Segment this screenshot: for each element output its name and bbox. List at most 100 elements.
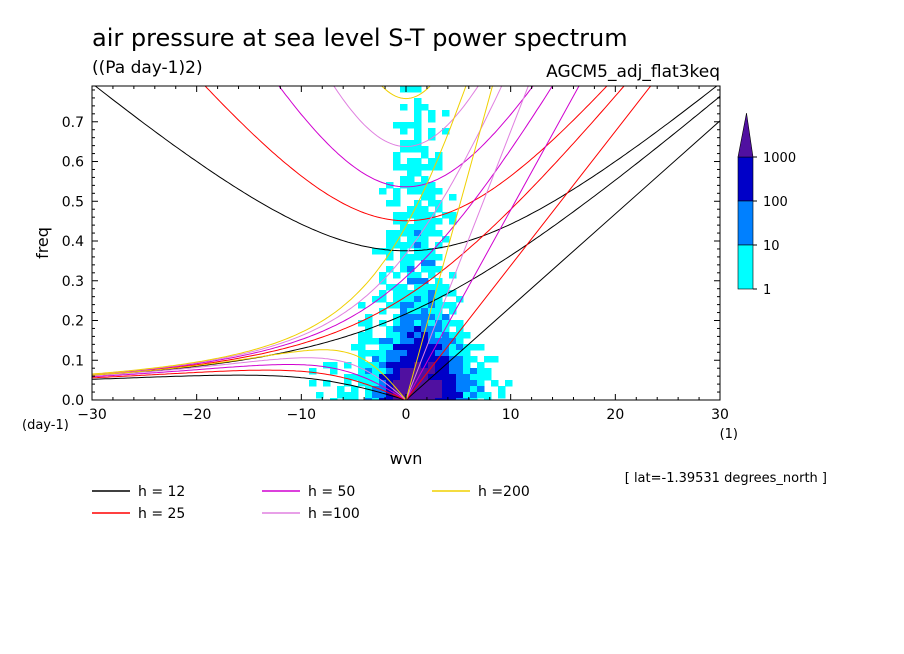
heat-cell	[421, 350, 429, 357]
heat-cell	[414, 374, 422, 381]
heat-cell	[414, 278, 422, 285]
heat-cell	[442, 284, 450, 291]
heat-cell	[407, 182, 415, 189]
heat-cell	[414, 296, 422, 303]
heat-cell	[449, 302, 457, 309]
heat-cell	[414, 116, 422, 123]
heat-cell	[428, 116, 436, 123]
x-tick-label: 30	[711, 407, 729, 423]
heat-cell	[344, 374, 352, 381]
heat-cell	[414, 158, 422, 165]
heat-cell	[442, 386, 450, 393]
heat-cell	[477, 380, 485, 387]
heat-cell	[435, 356, 443, 363]
heat-cell	[365, 362, 373, 369]
heat-cell	[386, 230, 394, 237]
heat-cell	[435, 320, 443, 327]
heat-cell	[421, 146, 429, 153]
heat-cell	[414, 284, 422, 291]
heat-cell	[323, 362, 331, 369]
heat-cell	[435, 344, 443, 351]
heat-cell	[400, 164, 408, 171]
dispersion-curve	[405, 120, 720, 400]
heat-cell	[428, 266, 436, 273]
heat-cell	[421, 254, 429, 261]
x-tick-label: −30	[77, 407, 107, 423]
heat-cell	[393, 236, 401, 243]
heat-cell	[407, 320, 415, 327]
heat-cell	[386, 302, 394, 309]
heat-cell	[484, 356, 492, 363]
y-tick-label: 0.6	[62, 155, 84, 171]
legend-label: h = 25	[138, 506, 185, 522]
heat-cell	[421, 386, 429, 393]
heat-cell	[414, 338, 422, 345]
heat-cell	[449, 332, 457, 339]
heat-cell	[421, 212, 429, 219]
heat-cell	[428, 128, 436, 135]
heat-cell	[428, 260, 436, 267]
heat-cell	[463, 362, 471, 369]
heat-cell	[393, 314, 401, 321]
heat-cell	[428, 218, 436, 225]
heat-cell	[400, 230, 408, 237]
heat-cell	[379, 278, 387, 285]
colorbar-swatch	[737, 200, 754, 246]
heat-cell	[365, 320, 373, 327]
heat-cell	[379, 386, 387, 393]
heat-cell	[421, 332, 429, 339]
heat-cell	[477, 362, 485, 369]
heat-cell	[379, 350, 387, 357]
heat-cell	[428, 368, 436, 375]
heat-cell	[393, 350, 401, 357]
heat-cell	[379, 380, 387, 387]
dispersion-curve	[278, 86, 534, 188]
heat-cell	[372, 350, 380, 357]
heat-cell	[428, 230, 436, 237]
heat-cell	[442, 374, 450, 381]
colorbar-swatch	[737, 112, 754, 158]
heat-cell	[428, 284, 436, 291]
heat-cell	[414, 86, 422, 93]
heat-cell	[414, 272, 422, 279]
heat-cell	[456, 398, 464, 400]
heat-cell	[414, 236, 422, 243]
heat-cell	[365, 350, 373, 357]
heat-cell	[400, 302, 408, 309]
heat-cell	[428, 290, 436, 297]
latitude-note: [ lat=-1.39531 degrees_north ]	[625, 471, 827, 486]
heat-cell	[442, 314, 450, 321]
heat-cell	[435, 230, 443, 237]
heat-cell	[372, 338, 380, 345]
heat-cell	[414, 362, 422, 369]
heat-cell	[407, 140, 415, 147]
heat-cell	[421, 206, 429, 213]
heat-cell	[414, 146, 422, 153]
dispersion-curves	[92, 86, 720, 400]
heat-cell	[372, 296, 380, 303]
heat-cell	[407, 362, 415, 369]
heat-cell	[407, 146, 415, 153]
heat-cell	[400, 104, 408, 111]
heat-cell	[435, 380, 443, 387]
heat-cell	[470, 380, 478, 387]
heat-cell	[379, 392, 387, 399]
heat-cell	[400, 332, 408, 339]
heat-cell	[365, 368, 373, 375]
heat-cell	[477, 374, 485, 381]
heat-cell	[365, 380, 373, 387]
heat-cell	[449, 338, 457, 345]
heat-cell	[407, 350, 415, 357]
heat-cell	[428, 392, 436, 399]
heat-cell	[421, 308, 429, 315]
heat-cell	[421, 248, 429, 255]
heat-cell	[428, 182, 436, 189]
heat-cell	[449, 350, 457, 357]
heat-cell	[428, 272, 436, 279]
heat-cell	[456, 320, 464, 327]
heat-cell	[400, 212, 408, 219]
heat-cell	[351, 392, 359, 399]
heat-cell	[414, 164, 422, 171]
heat-cell	[393, 212, 401, 219]
heat-cell	[456, 296, 464, 303]
